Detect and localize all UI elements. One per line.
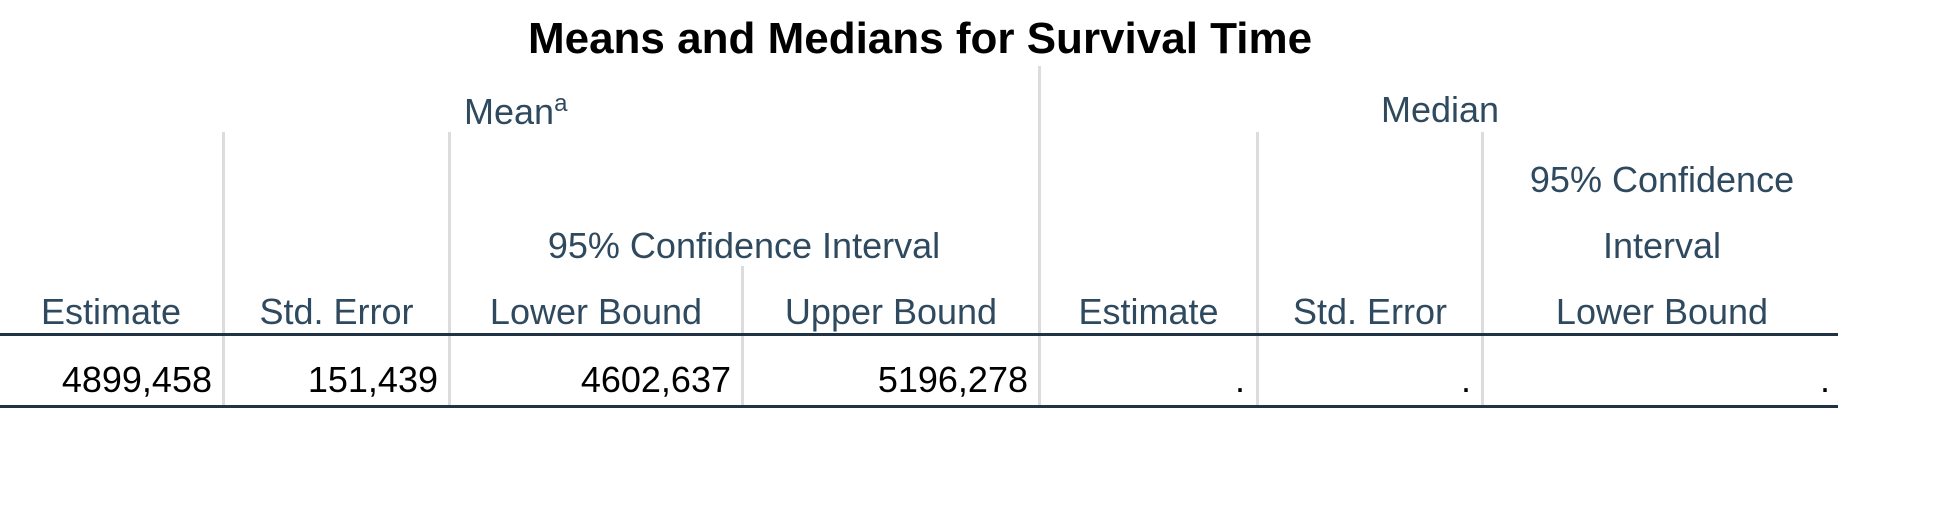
cell-mean-estimate: 4899,458 [61, 359, 212, 400]
cell-median-std-error: . [1460, 359, 1471, 400]
column-header-median-std-error: Std. Error [1292, 291, 1448, 332]
column-header-median-estimate: Estimate [1078, 291, 1219, 332]
col-divider [1481, 132, 1484, 408]
group-header-mean: Meana [464, 92, 567, 130]
group-divider [1038, 66, 1041, 408]
group-header-median: Median [1380, 89, 1500, 130]
col-divider [448, 132, 451, 408]
header-rule [0, 333, 1838, 336]
col-divider [222, 132, 225, 408]
cell-mean-lower-bound: 4602,637 [580, 359, 731, 400]
cell-median-estimate: . [1234, 359, 1245, 400]
subgroup-header-mean-ci: 95% Confidence Interval [547, 225, 941, 266]
subgroup-header-median-ci-line1: 95% Confidence [1529, 159, 1795, 200]
cell-mean-upper-bound: 5196,278 [877, 359, 1028, 400]
cell-median-lower-bound: . [1819, 359, 1830, 400]
column-header-median-lower-bound: Lower Bound [1555, 291, 1769, 332]
bottom-rule [0, 405, 1838, 408]
col-divider [1256, 132, 1259, 408]
col-divider [741, 266, 744, 408]
column-header-estimate: Estimate [40, 291, 182, 332]
column-header-lower-bound: Lower Bound [489, 291, 703, 332]
cell-mean-std-error: 151,439 [307, 359, 438, 400]
column-header-std-error: Std. Error [259, 291, 414, 332]
mean-label: Mean [464, 91, 555, 132]
table-title: Means and Medians for Survival Time [527, 14, 1313, 63]
column-header-upper-bound: Upper Bound [784, 291, 998, 332]
subgroup-header-median-ci-line2: Interval [1602, 225, 1722, 266]
footnote-marker: a [554, 90, 568, 117]
